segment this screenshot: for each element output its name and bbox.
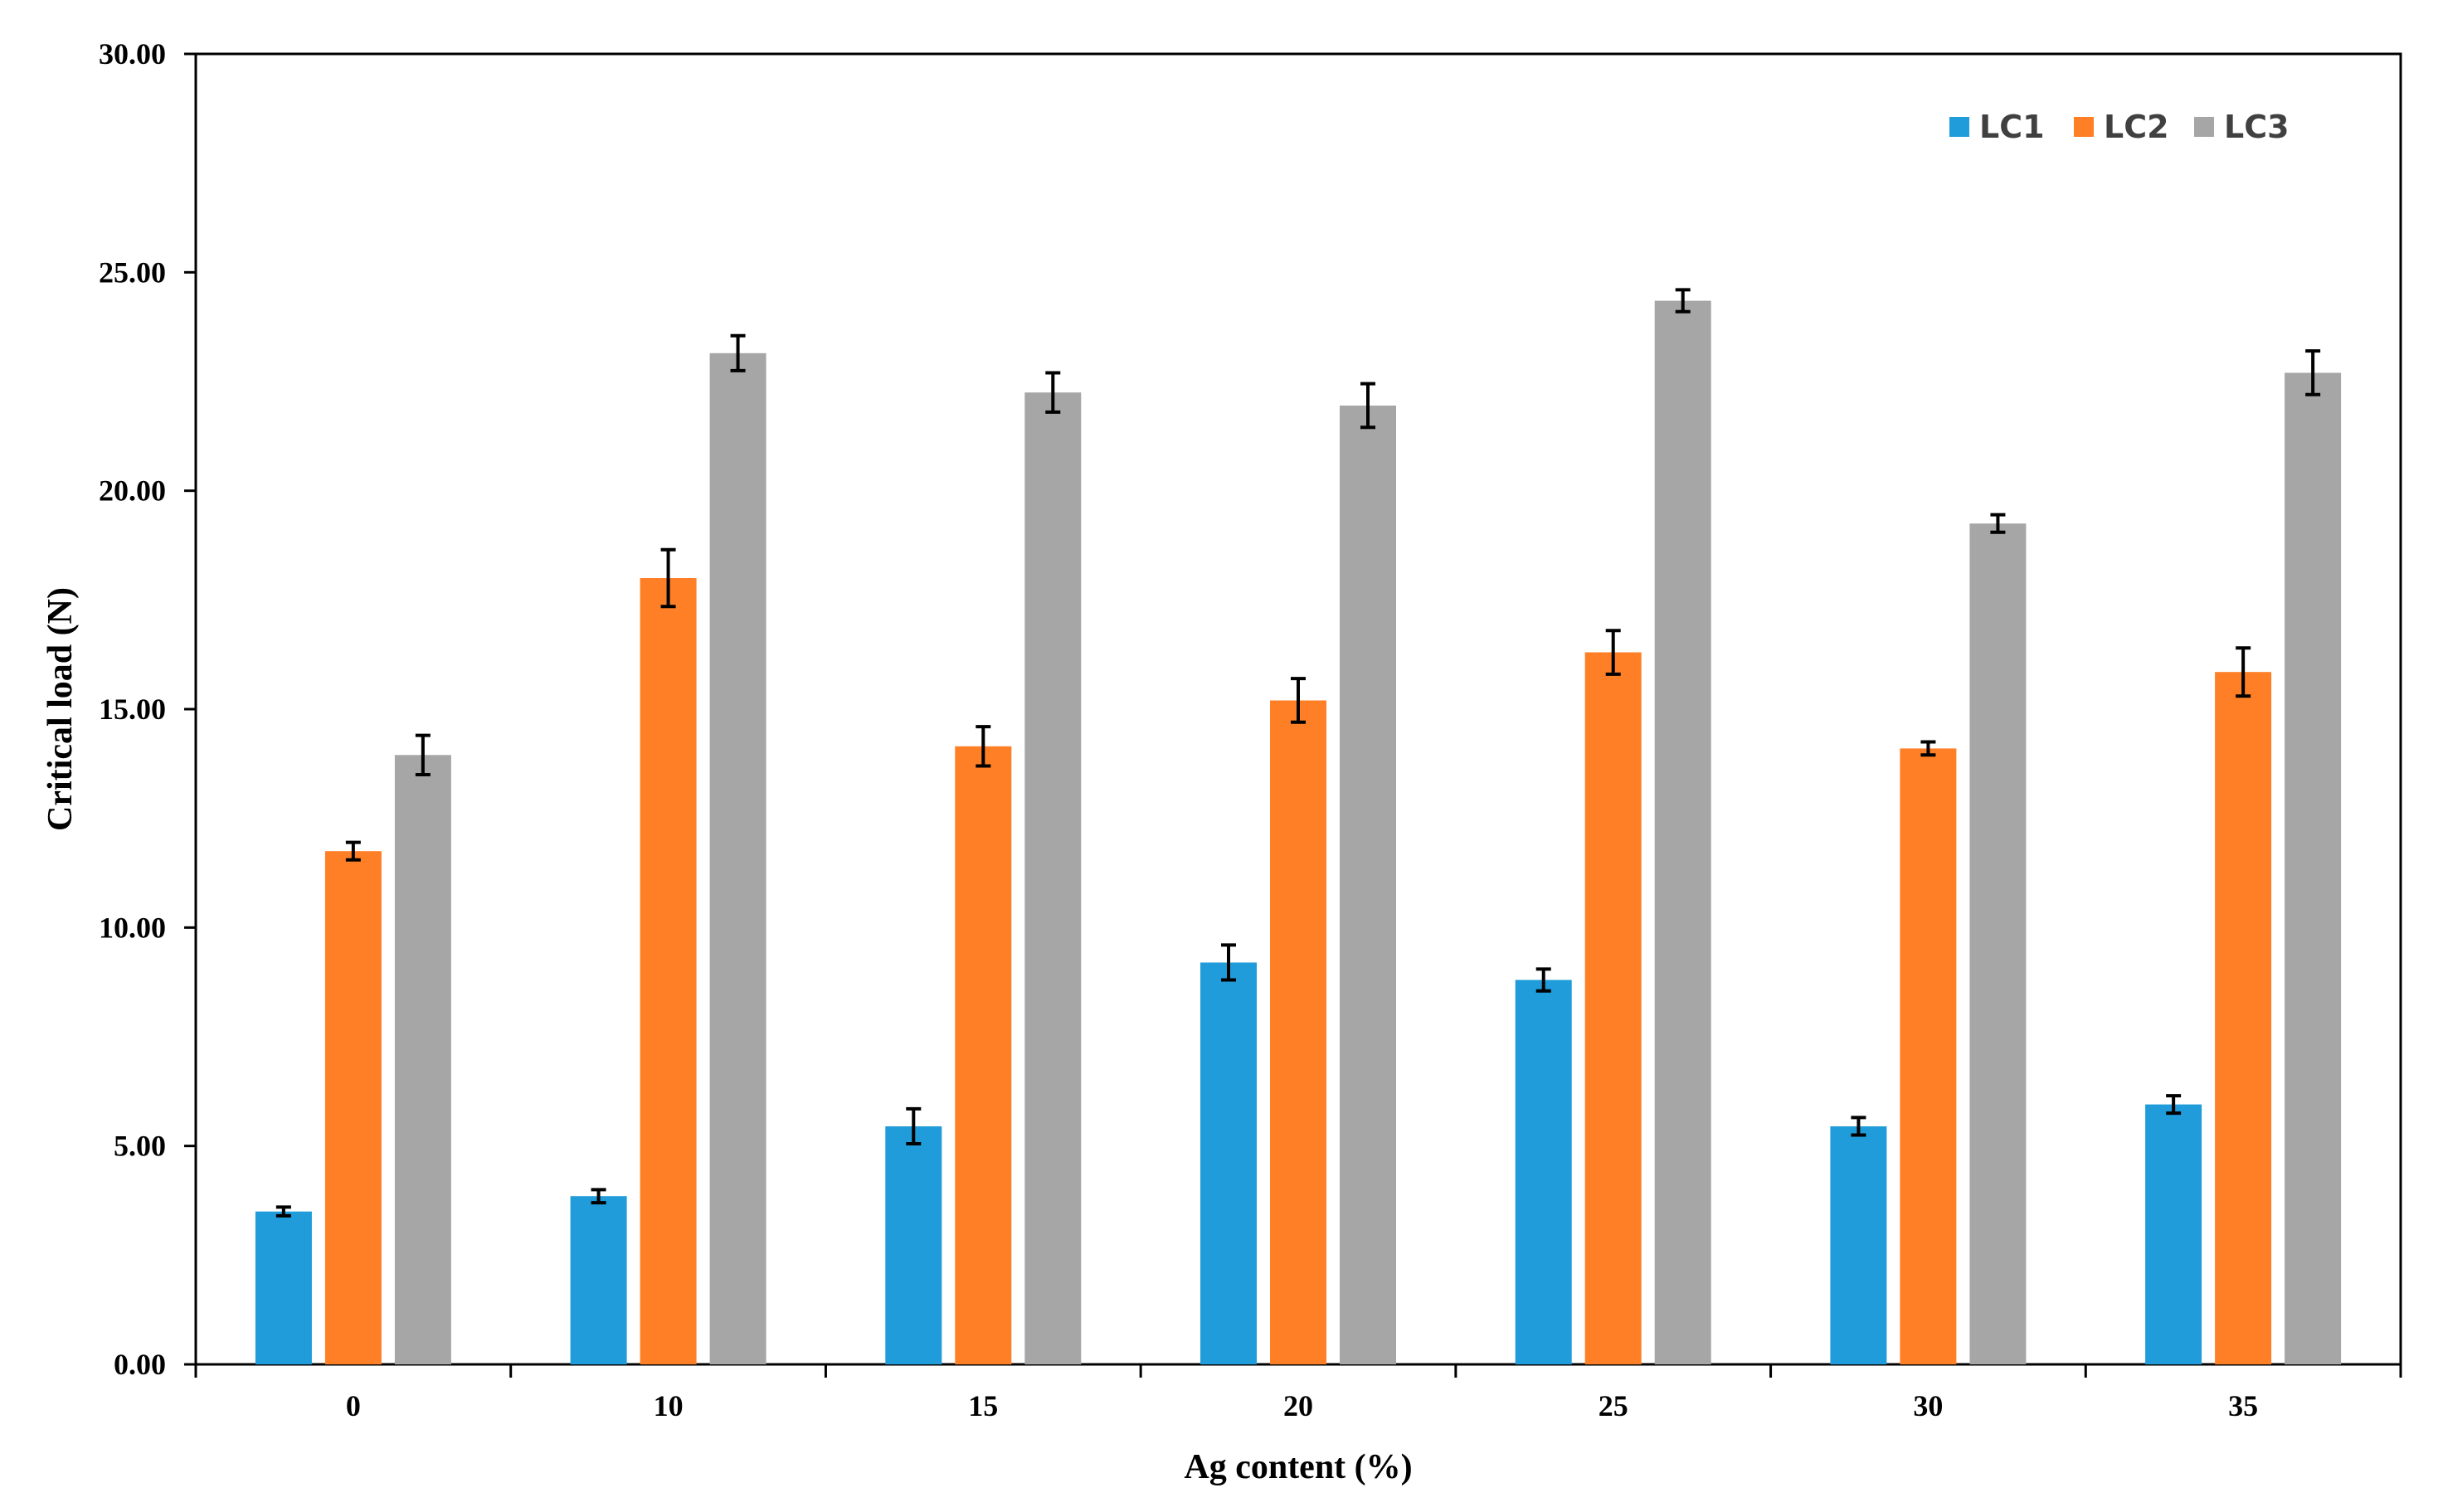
x-tick-label: 10 xyxy=(654,1389,684,1422)
error-bar-lc2-0 xyxy=(345,840,361,862)
bar-lc2-0 xyxy=(324,851,382,1364)
bars-layer xyxy=(255,300,2342,1365)
bar-lc1-20 xyxy=(1200,962,1257,1364)
x-tick-label: 35 xyxy=(2228,1389,2258,1422)
error-bar-lc1-15 xyxy=(906,1106,922,1146)
legend-item-lc3: LC3 xyxy=(2194,109,2290,145)
bar-lc2-15 xyxy=(955,746,1012,1364)
bar-lc3-25 xyxy=(1654,300,1711,1365)
error-bar-lc3-10 xyxy=(730,333,746,372)
bar-lc3-0 xyxy=(394,755,451,1364)
bar-lc1-10 xyxy=(570,1196,627,1364)
error-bar-lc2-10 xyxy=(660,547,676,609)
error-bar-lc3-25 xyxy=(1675,288,1691,314)
legend-label: LC2 xyxy=(2104,109,2169,145)
error-bar-lc1-0 xyxy=(275,1205,291,1218)
x-axis-title: Ag content (%) xyxy=(1184,1448,1412,1486)
bar-lc1-35 xyxy=(2145,1104,2202,1364)
bar-lc2-10 xyxy=(640,578,697,1364)
y-tick-label: 25.00 xyxy=(99,255,166,289)
x-tick-label: 20 xyxy=(1283,1389,1313,1422)
y-tick-label: 15.00 xyxy=(99,693,166,726)
bar-lc3-10 xyxy=(709,352,766,1364)
legend-item-lc1: LC1 xyxy=(1949,109,2045,145)
bar-lc1-15 xyxy=(885,1126,942,1364)
error-bar-lc1-20 xyxy=(1221,943,1236,982)
bar-lc1-25 xyxy=(1515,980,1572,1364)
error-bar-lc1-10 xyxy=(591,1188,606,1205)
bar-lc2-25 xyxy=(1584,652,1642,1364)
bar-lc1-0 xyxy=(255,1211,312,1364)
legend-label: LC1 xyxy=(1979,109,2045,145)
legend-label: LC3 xyxy=(2224,109,2290,145)
bar-lc2-30 xyxy=(1900,748,1957,1364)
error-bar-lc2-35 xyxy=(2236,646,2251,698)
error-bar-lc1-25 xyxy=(1535,967,1551,993)
bar-lc2-35 xyxy=(2215,672,2272,1364)
error-bars-layer xyxy=(275,288,2321,1218)
x-tick-label: 25 xyxy=(1599,1389,1628,1422)
bar-lc3-20 xyxy=(1340,406,1396,1364)
error-bar-lc2-20 xyxy=(1291,677,1306,724)
error-bar-lc1-35 xyxy=(2166,1094,2182,1116)
error-bar-lc1-30 xyxy=(1851,1116,1866,1137)
bar-lc2-20 xyxy=(1270,700,1326,1364)
legend: LC1 LC2 LC3 xyxy=(1949,109,2290,145)
axes-layer: 0.00 5.00 10.00 15.00 20.00 25.00 30.00 0 10 15 20… xyxy=(99,37,2402,1422)
x-tick-label: 15 xyxy=(968,1389,998,1422)
error-bar-lc2-30 xyxy=(1920,740,1936,757)
legend-swatch xyxy=(1949,117,1969,137)
y-tick-label: 0.00 xyxy=(114,1348,166,1381)
y-tick-label: 10.00 xyxy=(99,911,166,944)
bar-lc1-30 xyxy=(1830,1126,1887,1364)
x-tick-label: 0 xyxy=(346,1389,361,1422)
bar-lc3-15 xyxy=(1024,392,1082,1365)
bar-lc3-35 xyxy=(2285,372,2342,1364)
error-bar-lc2-25 xyxy=(1605,629,1621,676)
legend-swatch xyxy=(2074,117,2094,137)
y-tick-label: 30.00 xyxy=(99,37,166,70)
x-tick-label: 30 xyxy=(1913,1389,1943,1422)
legend-item-lc2: LC2 xyxy=(2074,109,2169,145)
y-tick-label: 20.00 xyxy=(99,474,166,508)
error-bar-lc3-35 xyxy=(2305,349,2321,396)
bar-lc3-30 xyxy=(1969,523,2027,1364)
y-tick-label: 5.00 xyxy=(114,1130,166,1163)
y-axis-title: Critical load (N) xyxy=(41,587,80,831)
error-bar-lc3-20 xyxy=(1360,382,1375,430)
error-bar-lc3-15 xyxy=(1045,371,1061,414)
error-bar-lc3-30 xyxy=(1990,513,2006,534)
error-bar-lc2-15 xyxy=(976,725,991,768)
error-bar-lc3-0 xyxy=(415,733,431,776)
legend-swatch xyxy=(2194,117,2214,137)
